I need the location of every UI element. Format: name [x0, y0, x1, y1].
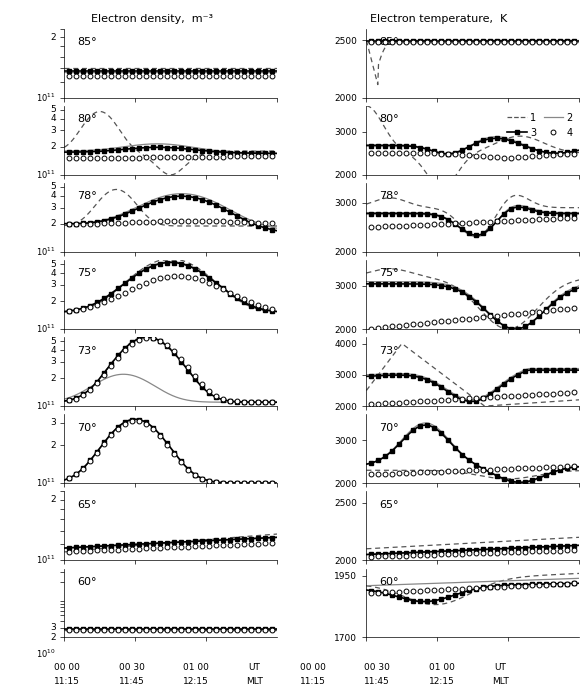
Text: 4: 4	[50, 269, 56, 278]
Text: 2: 2	[50, 219, 56, 229]
Text: 65°: 65°	[379, 500, 399, 510]
Text: 5: 5	[50, 105, 56, 114]
Text: 70°: 70°	[77, 422, 97, 433]
Text: 2: 2	[50, 143, 56, 152]
Text: 2: 2	[50, 296, 56, 305]
Text: 2: 2	[50, 33, 56, 42]
Text: 2: 2	[50, 495, 56, 504]
Text: 78°: 78°	[77, 192, 97, 201]
Legend: 1, 3, 2, 4: 1, 3, 2, 4	[505, 111, 574, 140]
Text: 5: 5	[50, 260, 56, 269]
Text: 70°: 70°	[379, 422, 399, 433]
Text: 11:15: 11:15	[300, 677, 326, 686]
Text: 73°: 73°	[379, 345, 399, 356]
Text: 5: 5	[50, 183, 56, 192]
Text: 78°: 78°	[379, 192, 399, 201]
Text: 12:15: 12:15	[183, 677, 209, 686]
Text: 60°: 60°	[77, 577, 97, 587]
Text: $10^{11}$: $10^{11}$	[36, 169, 56, 181]
Text: 4: 4	[50, 114, 56, 123]
Text: 65°: 65°	[77, 500, 97, 510]
Text: 01 00: 01 00	[183, 663, 209, 672]
Text: 3: 3	[50, 418, 56, 427]
Text: 85°: 85°	[77, 37, 97, 48]
Text: 2: 2	[50, 440, 56, 450]
Text: 00 30: 00 30	[119, 663, 144, 672]
Text: 4: 4	[50, 192, 56, 200]
Text: 80°: 80°	[77, 114, 97, 124]
Text: 80°: 80°	[379, 114, 399, 124]
Text: UT: UT	[494, 663, 506, 672]
Text: Electron temperature,  K: Electron temperature, K	[370, 14, 507, 24]
Text: 60°: 60°	[379, 577, 399, 587]
Text: UT: UT	[249, 663, 260, 672]
Text: MLT: MLT	[246, 677, 263, 686]
Text: 3: 3	[50, 280, 56, 289]
Text: $10^{11}$: $10^{11}$	[36, 92, 56, 104]
Text: $10^{11}$: $10^{11}$	[36, 554, 56, 566]
Text: $10^{11}$: $10^{11}$	[36, 323, 56, 336]
Text: 73°: 73°	[77, 345, 97, 356]
Text: $10^{11}$: $10^{11}$	[36, 246, 56, 258]
Text: 3: 3	[50, 357, 56, 367]
Text: 5: 5	[50, 337, 56, 346]
Text: 4: 4	[50, 346, 56, 355]
Text: 00 00: 00 00	[54, 663, 80, 672]
Text: 11:15: 11:15	[54, 677, 80, 686]
Text: 2: 2	[50, 633, 56, 642]
Text: $10^{11}$: $10^{11}$	[36, 477, 56, 489]
Text: 01 00: 01 00	[429, 663, 455, 672]
Text: 85°: 85°	[379, 37, 399, 48]
Text: $10^{11}$: $10^{11}$	[36, 400, 56, 412]
Text: 11:45: 11:45	[364, 677, 390, 686]
Text: 75°: 75°	[77, 269, 97, 278]
Text: 3: 3	[50, 126, 56, 135]
Text: MLT: MLT	[492, 677, 508, 686]
Text: 00 30: 00 30	[364, 663, 390, 672]
Text: 3: 3	[50, 203, 56, 212]
Text: 11:45: 11:45	[119, 677, 144, 686]
Text: $10^{10}$: $10^{10}$	[36, 648, 56, 660]
Text: 2: 2	[50, 373, 56, 382]
Text: 00 00: 00 00	[300, 663, 326, 672]
Text: Electron density,  m⁻³: Electron density, m⁻³	[91, 14, 213, 24]
Text: 12:15: 12:15	[429, 677, 455, 686]
Text: 3: 3	[50, 623, 56, 632]
Text: 75°: 75°	[379, 269, 399, 278]
